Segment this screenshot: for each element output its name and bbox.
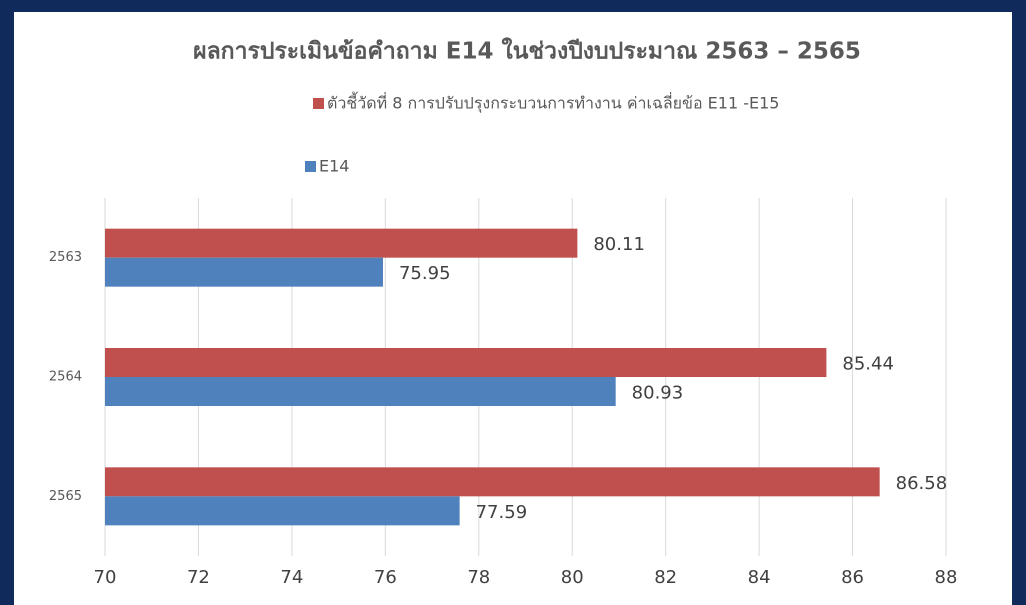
x-tick-label: 84 — [748, 567, 771, 588]
y-tick-label: 2565 — [49, 489, 82, 504]
x-tick-label: 70 — [94, 567, 117, 588]
bar — [105, 257, 383, 287]
y-tick-label: 2563 — [49, 250, 82, 265]
chart-title: ผลการประเมินข้อคำถาม E14 ในช่วงปีงบประมา… — [193, 37, 861, 65]
value-label: 75.95 — [399, 263, 451, 284]
value-label: 80.93 — [632, 383, 684, 404]
x-tick-label: 82 — [654, 567, 677, 588]
y-tick-label: 2564 — [49, 370, 82, 385]
x-tick-label: 86 — [841, 567, 864, 588]
bar — [105, 348, 827, 377]
value-label: 80.11 — [593, 234, 645, 255]
value-label: 85.44 — [842, 354, 894, 375]
bar — [105, 377, 616, 406]
x-tick-label: 76 — [374, 567, 397, 588]
bar — [105, 228, 578, 258]
bar — [105, 496, 460, 526]
value-label: 86.58 — [896, 473, 948, 494]
bar — [105, 467, 880, 497]
legend-label: ตัวชี้วัดที่ 8 การปรับปรุงกระบวนการทำงาน… — [327, 92, 779, 114]
x-tick-label: 80 — [561, 567, 584, 588]
legend-swatch — [313, 98, 324, 109]
value-label: 77.59 — [476, 502, 528, 523]
x-tick-label: 88 — [935, 567, 958, 588]
x-tick-label: 74 — [280, 567, 303, 588]
x-tick-label: 72 — [187, 567, 210, 588]
legend-swatch — [305, 161, 316, 172]
x-tick-label: 78 — [467, 567, 490, 588]
legend-label: E14 — [319, 157, 349, 176]
